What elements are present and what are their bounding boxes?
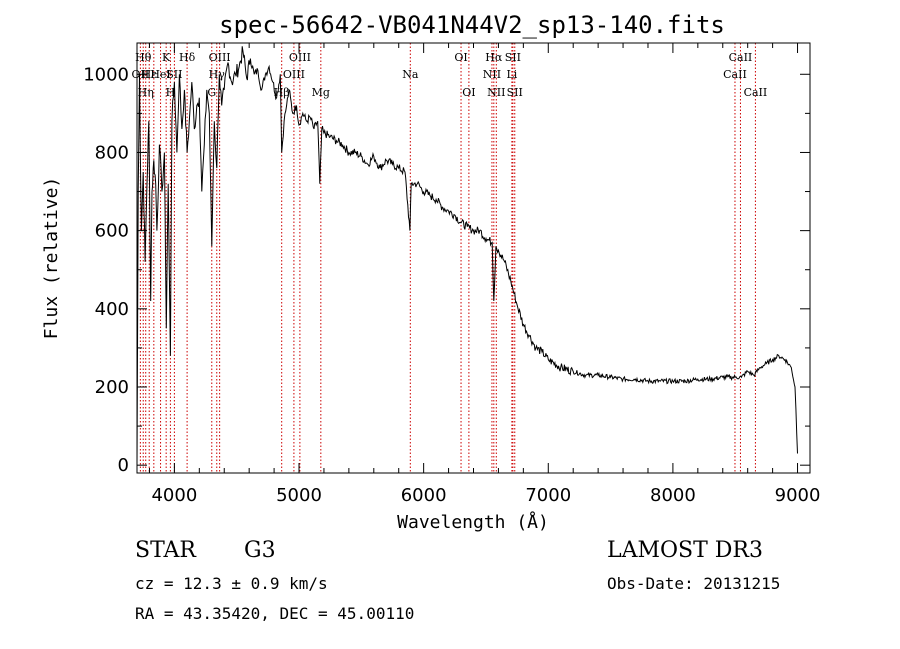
spectral-line-label: Hη — [138, 86, 154, 99]
plot-frame — [136, 42, 811, 474]
x-tick-label: 7000 — [525, 485, 571, 506]
x-tick-label: 8000 — [650, 485, 696, 506]
spectrum-line — [136, 46, 798, 466]
x-tick-label: 9000 — [775, 485, 821, 506]
x-tick-label: 5000 — [276, 485, 322, 506]
spectral-line-label: Hα — [485, 51, 503, 64]
spectral-line-label: Hγ — [209, 68, 226, 81]
spectral-line-label: NII — [487, 86, 505, 99]
redshift-value: cz = 12.3 ± 0.9 km/s — [135, 574, 328, 593]
spectral-line-label: Mg — [312, 86, 330, 99]
y-tick-label: 400 — [95, 299, 129, 320]
object-subclass: G3 — [244, 538, 276, 563]
y-tick-label: 600 — [95, 221, 129, 242]
spectral-line-label: OI — [454, 51, 467, 64]
spectral-line-label: CaII — [744, 86, 768, 99]
spectral-line-label: Li — [506, 68, 517, 81]
spectral-line-labels: OIIHθHηHεHeIKHSIIHδGHγOIIIHβOIIIOIIIMgNa… — [132, 51, 768, 99]
spectral-line-label: OIII — [289, 51, 311, 64]
spectral-line-label: SII — [166, 68, 182, 81]
y-tick-label: 200 — [95, 377, 129, 398]
spectral-line-label: Hδ — [179, 51, 196, 64]
spectral-line-label: SII — [505, 51, 521, 64]
spectral-line-label: K — [162, 51, 171, 64]
spectral-line-label: Na — [402, 68, 419, 81]
ra-dec: RA = 43.35420, DEC = 45.00110 — [135, 604, 415, 623]
spectral-line-label: OIII — [209, 51, 231, 64]
x-tick-label: 6000 — [401, 485, 447, 506]
spectral-line-label: G — [207, 86, 216, 99]
y-tick-label: 0 — [118, 455, 129, 476]
spectral-line-label: SII — [507, 86, 523, 99]
obs-date: Obs-Date: 20131215 — [607, 574, 781, 593]
y-tick-label: 1000 — [83, 64, 129, 85]
spectral-line-label: CaII — [729, 51, 753, 64]
spectral-line-label: Hβ — [274, 86, 290, 99]
object-class: STAR — [135, 538, 196, 563]
spectral-line-label: HeI — [150, 68, 170, 81]
spectral-line-label: OI — [462, 86, 475, 99]
y-tick-label: 800 — [95, 142, 129, 163]
spectral-line-label: Hε — [142, 68, 158, 81]
spectral-line-label: NII — [483, 68, 501, 81]
axis-ticks: 4000 5000 6000 7000 8000 9000 0 200 400 600 800 100… — [83, 43, 820, 506]
chart-title: spec-56642-VB041N44V2_sp13-140.fits — [219, 11, 725, 39]
survey-name: LAMOST DR3 — [607, 538, 763, 563]
spectral-line-label: CaII — [723, 68, 747, 81]
spectral-line-label: Hθ — [135, 51, 152, 64]
spectral-line-markers — [139, 43, 756, 473]
y-axis-label: Flux (relative) — [41, 177, 62, 340]
x-tick-label: 4000 — [151, 485, 197, 506]
spectral-line-label: H — [166, 86, 176, 99]
spectral-line-label: OIII — [283, 68, 305, 81]
x-axis-label: Wavelength (Å) — [397, 511, 549, 533]
